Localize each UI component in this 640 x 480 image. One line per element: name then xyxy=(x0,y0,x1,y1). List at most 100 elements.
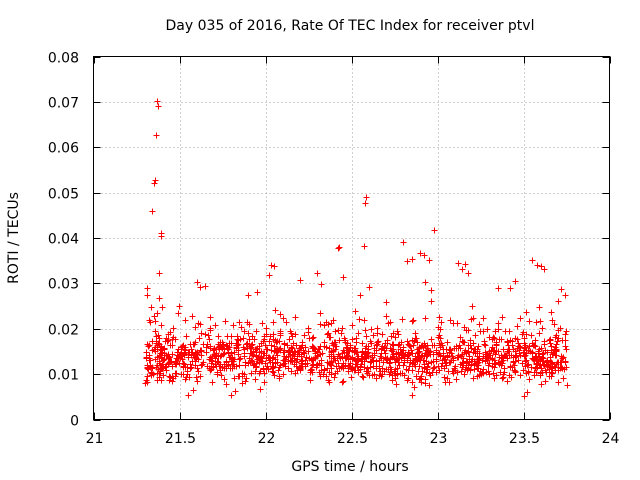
data-point xyxy=(354,361,361,368)
data-point xyxy=(197,321,204,328)
data-point xyxy=(542,347,549,354)
data-point xyxy=(548,373,555,380)
x-tick-label: 21.5 xyxy=(165,431,196,447)
data-point xyxy=(248,342,255,349)
data-point xyxy=(392,375,399,382)
data-point xyxy=(441,374,448,381)
data-point xyxy=(266,338,273,345)
data-point xyxy=(537,370,544,377)
data-point xyxy=(547,337,554,344)
data-point xyxy=(541,338,548,345)
data-point xyxy=(423,369,430,376)
data-point xyxy=(562,358,569,365)
data-point xyxy=(158,365,165,372)
data-point xyxy=(509,364,516,371)
data-points xyxy=(142,98,571,400)
data-point xyxy=(176,360,183,367)
data-point xyxy=(146,355,153,362)
data-point xyxy=(442,379,449,386)
data-point xyxy=(289,333,296,340)
data-point xyxy=(479,357,486,364)
data-point xyxy=(336,337,343,344)
data-point xyxy=(543,369,550,376)
data-point xyxy=(317,373,324,380)
data-point xyxy=(349,322,356,329)
data-point xyxy=(465,327,472,334)
data-point xyxy=(257,386,264,393)
data-point xyxy=(456,342,463,349)
data-point xyxy=(489,356,496,363)
data-point xyxy=(508,374,515,381)
data-point xyxy=(499,314,506,321)
data-point xyxy=(468,345,475,352)
data-point xyxy=(193,374,200,381)
data-point xyxy=(210,363,217,370)
data-point xyxy=(154,310,161,317)
data-point xyxy=(172,358,179,365)
data-point xyxy=(471,362,478,369)
data-point xyxy=(166,377,173,384)
data-point xyxy=(325,321,332,328)
data-point xyxy=(152,348,159,355)
data-point xyxy=(367,358,374,365)
data-point xyxy=(382,354,389,361)
data-point xyxy=(158,377,165,384)
data-point xyxy=(521,393,528,400)
data-point xyxy=(189,313,196,320)
data-point xyxy=(151,180,158,187)
data-point xyxy=(484,354,491,361)
data-point xyxy=(491,364,498,371)
data-point xyxy=(352,308,359,315)
data-point xyxy=(349,355,356,362)
data-point xyxy=(236,319,243,326)
data-point xyxy=(232,388,239,395)
data-point xyxy=(558,286,565,293)
data-point xyxy=(359,349,366,356)
data-point xyxy=(144,373,151,380)
data-point xyxy=(277,311,284,318)
data-point xyxy=(262,360,269,367)
data-point xyxy=(301,332,308,339)
data-point xyxy=(327,334,334,341)
data-point xyxy=(410,317,417,324)
data-point xyxy=(484,326,491,333)
data-point xyxy=(355,353,362,360)
data-point xyxy=(254,289,261,296)
data-point xyxy=(425,360,432,367)
data-point xyxy=(468,316,475,323)
data-point xyxy=(198,330,205,337)
data-point xyxy=(264,346,271,353)
data-point xyxy=(525,361,532,368)
data-point xyxy=(208,357,215,364)
data-point xyxy=(310,334,317,341)
data-point xyxy=(266,272,273,279)
data-point xyxy=(231,349,238,356)
data-point xyxy=(409,256,416,263)
data-point xyxy=(529,349,536,356)
data-point xyxy=(325,330,332,337)
data-point xyxy=(223,381,230,388)
data-point xyxy=(409,379,416,386)
y-tick-label: 0.01 xyxy=(48,368,79,384)
data-point xyxy=(552,344,559,351)
axis-ticks xyxy=(93,56,611,421)
data-point xyxy=(470,375,477,382)
data-point xyxy=(451,365,458,372)
data-point xyxy=(454,369,461,376)
data-point xyxy=(266,354,273,361)
data-point xyxy=(438,340,445,347)
data-point xyxy=(562,331,569,338)
data-point xyxy=(143,377,150,384)
data-point xyxy=(144,341,151,348)
data-point xyxy=(147,319,154,326)
data-point xyxy=(241,350,248,357)
data-point xyxy=(194,378,201,385)
data-point xyxy=(486,334,493,341)
data-point xyxy=(169,342,176,349)
data-point xyxy=(501,365,508,372)
data-point xyxy=(209,379,216,386)
data-point xyxy=(359,358,366,365)
data-point xyxy=(204,363,211,370)
data-point xyxy=(335,360,342,367)
x-tick-label: 23.5 xyxy=(509,431,540,447)
